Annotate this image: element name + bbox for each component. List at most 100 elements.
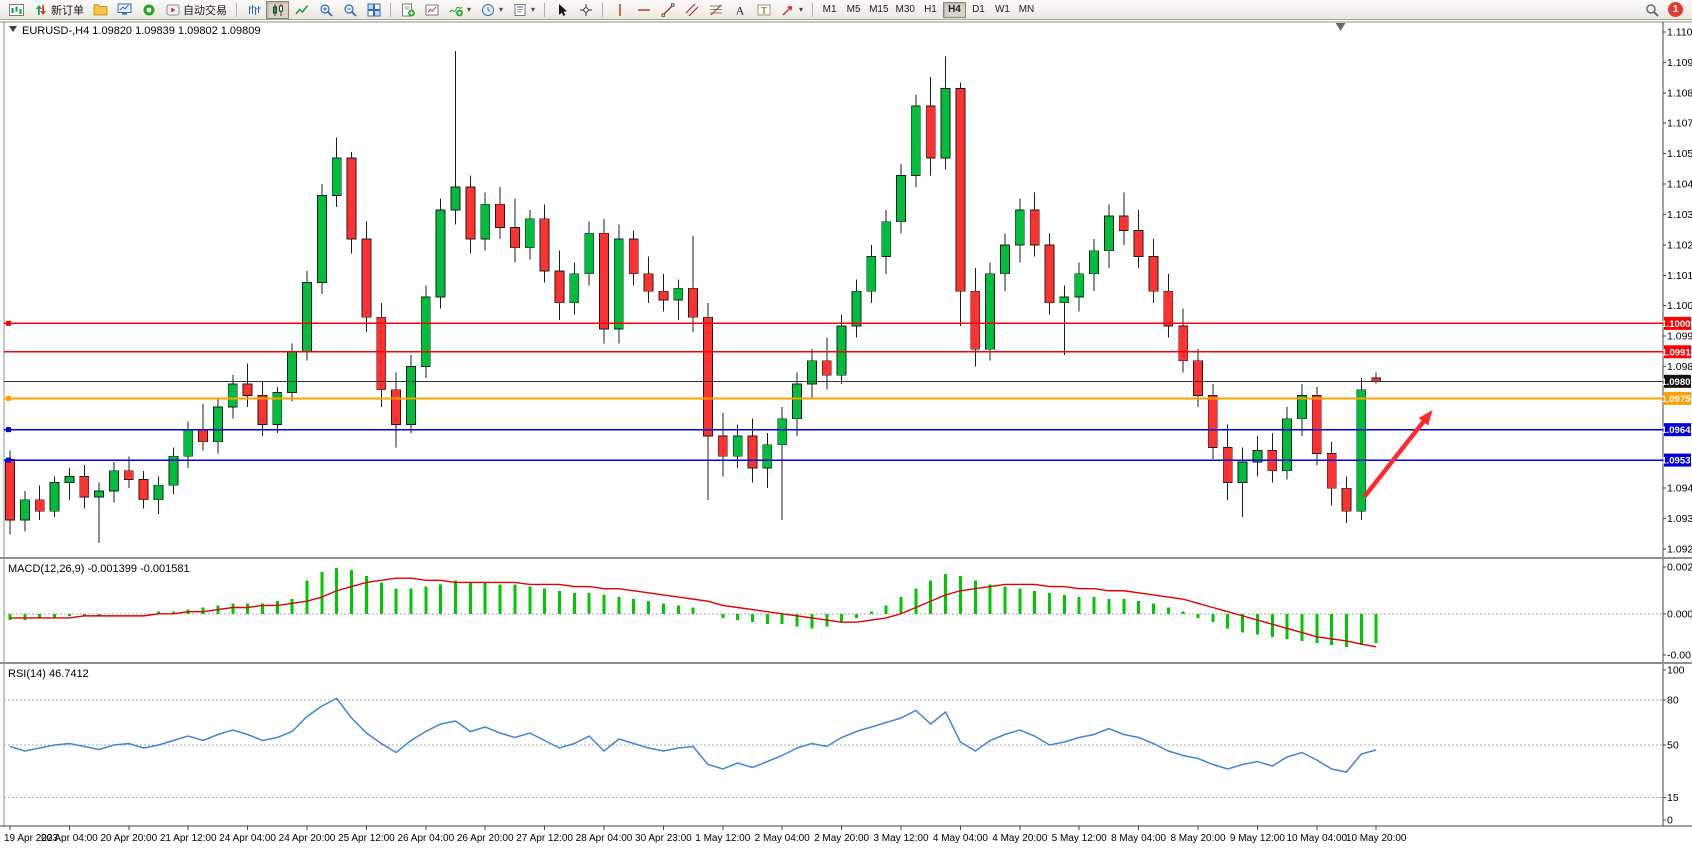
candle-down xyxy=(658,290,669,301)
trendline-button[interactable] xyxy=(656,1,679,19)
rsi-label: RSI(14) 46.7412 xyxy=(8,668,89,680)
price-tick-label: 1.10910 xyxy=(1667,57,1692,69)
candle-down xyxy=(703,316,713,437)
candle-down xyxy=(123,470,134,480)
new-chart-button[interactable] xyxy=(5,1,28,19)
bar-chart-button[interactable] xyxy=(242,1,265,19)
price-tick-label: 1.10805 xyxy=(1667,87,1692,99)
periods-button[interactable]: ▾ xyxy=(476,1,507,19)
candle-up xyxy=(1297,395,1307,420)
text-label-icon: T xyxy=(756,3,771,17)
candle-up xyxy=(168,455,179,486)
price-tick-label: 1.09230 xyxy=(1667,544,1692,556)
chart-shift-marker[interactable] xyxy=(1335,23,1346,31)
candlestick-chart-button[interactable] xyxy=(266,0,289,19)
profiles-button[interactable] xyxy=(89,1,112,19)
price-tick-label: 1.09440 xyxy=(1667,483,1692,495)
candle-down xyxy=(1207,395,1218,449)
chevron-down-icon: ▾ xyxy=(799,4,804,14)
zoom-out-button[interactable] xyxy=(338,1,361,19)
text-icon: A xyxy=(732,3,747,17)
data-window-button[interactable] xyxy=(137,1,160,19)
channel-icon xyxy=(684,3,699,17)
price-axis[interactable]: 1.11015 1.10910 1.10805 1.10700 1.10595 1.104… xyxy=(1661,27,1692,556)
candle-down xyxy=(1178,325,1189,362)
template-icon xyxy=(512,3,527,17)
timeframe-h1-button[interactable]: H1 xyxy=(919,2,942,18)
time-tick-label: 24 Apr 04:00 xyxy=(219,833,276,844)
candle-down xyxy=(34,499,45,512)
timeframe-w1-button[interactable]: W1 xyxy=(991,2,1014,18)
timeframe-h4-button[interactable]: H4 xyxy=(942,1,966,18)
arrow-shaft[interactable] xyxy=(1362,417,1428,499)
timeframe-m30-button[interactable]: M30 xyxy=(893,2,918,18)
chart-window-button[interactable] xyxy=(420,1,443,19)
candle-down xyxy=(628,238,639,275)
trend-arrow-object[interactable] xyxy=(1362,409,1433,499)
timeframe-m5-button[interactable]: M5 xyxy=(842,2,865,18)
candle-up xyxy=(64,476,75,483)
new-order-button[interactable]: 新订单 xyxy=(29,1,88,19)
arrow-head[interactable] xyxy=(1418,409,1433,426)
price-tick-label: 1.09860 xyxy=(1667,361,1692,373)
crosshair-button[interactable] xyxy=(574,1,597,19)
line-handle[interactable] xyxy=(6,427,11,433)
candle-up xyxy=(109,470,119,492)
text-button[interactable]: A xyxy=(728,1,751,19)
horizontal-line-object[interactable] xyxy=(4,320,1663,326)
candle-down xyxy=(1133,230,1144,257)
cursor-button[interactable] xyxy=(550,1,573,19)
indicators-button[interactable]: ▾ xyxy=(444,1,475,19)
autotrading-label: 自动交易 xyxy=(183,4,227,17)
chevron-down-icon: ▾ xyxy=(531,4,536,14)
candle-up xyxy=(732,435,743,457)
market-watch-button[interactable] xyxy=(113,1,136,19)
time-tick-label: 10 May 04:00 xyxy=(1286,833,1347,844)
timeframe-d1-button[interactable]: D1 xyxy=(967,2,990,18)
zoom-in-button[interactable] xyxy=(314,1,337,19)
horizontal-line-object[interactable] xyxy=(4,427,1663,433)
horizontal-line-button[interactable] xyxy=(632,1,655,19)
candle-up xyxy=(287,351,298,393)
channel-button[interactable] xyxy=(680,1,703,19)
timeframe-m1-button[interactable]: M1 xyxy=(818,2,841,18)
timeframe-mn-button[interactable]: MN xyxy=(1015,2,1038,18)
timeframe-m15-button[interactable]: M15 xyxy=(866,2,891,18)
order-window-button[interactable] xyxy=(396,1,419,19)
autotrading-button[interactable]: 自动交易 xyxy=(161,1,231,19)
time-tick-label: 26 Apr 04:00 xyxy=(397,833,454,844)
search-button[interactable] xyxy=(1640,1,1663,19)
candle-down xyxy=(717,435,728,457)
bar-chart-icon xyxy=(246,3,261,17)
templates-button[interactable]: ▾ xyxy=(508,1,539,19)
horizontal-line-object[interactable] xyxy=(4,457,1663,463)
time-tick-label: 8 May 04:00 xyxy=(1111,833,1166,844)
tile-windows-button[interactable] xyxy=(362,1,385,19)
time-tick-label: 3 May 12:00 xyxy=(873,833,928,844)
line-handle[interactable] xyxy=(6,457,11,463)
time-tick-label: 24 Apr 20:00 xyxy=(279,833,336,844)
vertical-line-button[interactable] xyxy=(608,1,631,19)
rsi-panel: RSI(14) 46.7412 100 80 50 15 0 xyxy=(4,665,1685,827)
line-chart-button[interactable] xyxy=(290,1,313,19)
one-click-trading-toggle[interactable] xyxy=(9,26,17,32)
horizontal-line-object[interactable] xyxy=(4,395,1663,401)
rsi-scale-label: 15 xyxy=(1667,792,1679,804)
data-window-icon xyxy=(141,3,156,17)
price-tag: 1.10009 xyxy=(1661,316,1692,330)
price-tag-bg xyxy=(1664,423,1691,437)
candle-up xyxy=(94,490,104,498)
cursor-icon xyxy=(554,3,569,17)
line-handle[interactable] xyxy=(6,395,11,401)
shapes-button[interactable]: ▾ xyxy=(776,1,807,19)
notification-badge[interactable]: 1 xyxy=(1668,2,1683,17)
candle-down xyxy=(242,383,253,396)
fibonacci-button[interactable] xyxy=(704,1,727,19)
candle-down xyxy=(5,458,15,521)
text-label-button[interactable]: T xyxy=(752,1,775,19)
line-handle[interactable] xyxy=(6,320,11,326)
horizontal-line-icon xyxy=(636,3,651,17)
candle-down xyxy=(554,270,565,304)
